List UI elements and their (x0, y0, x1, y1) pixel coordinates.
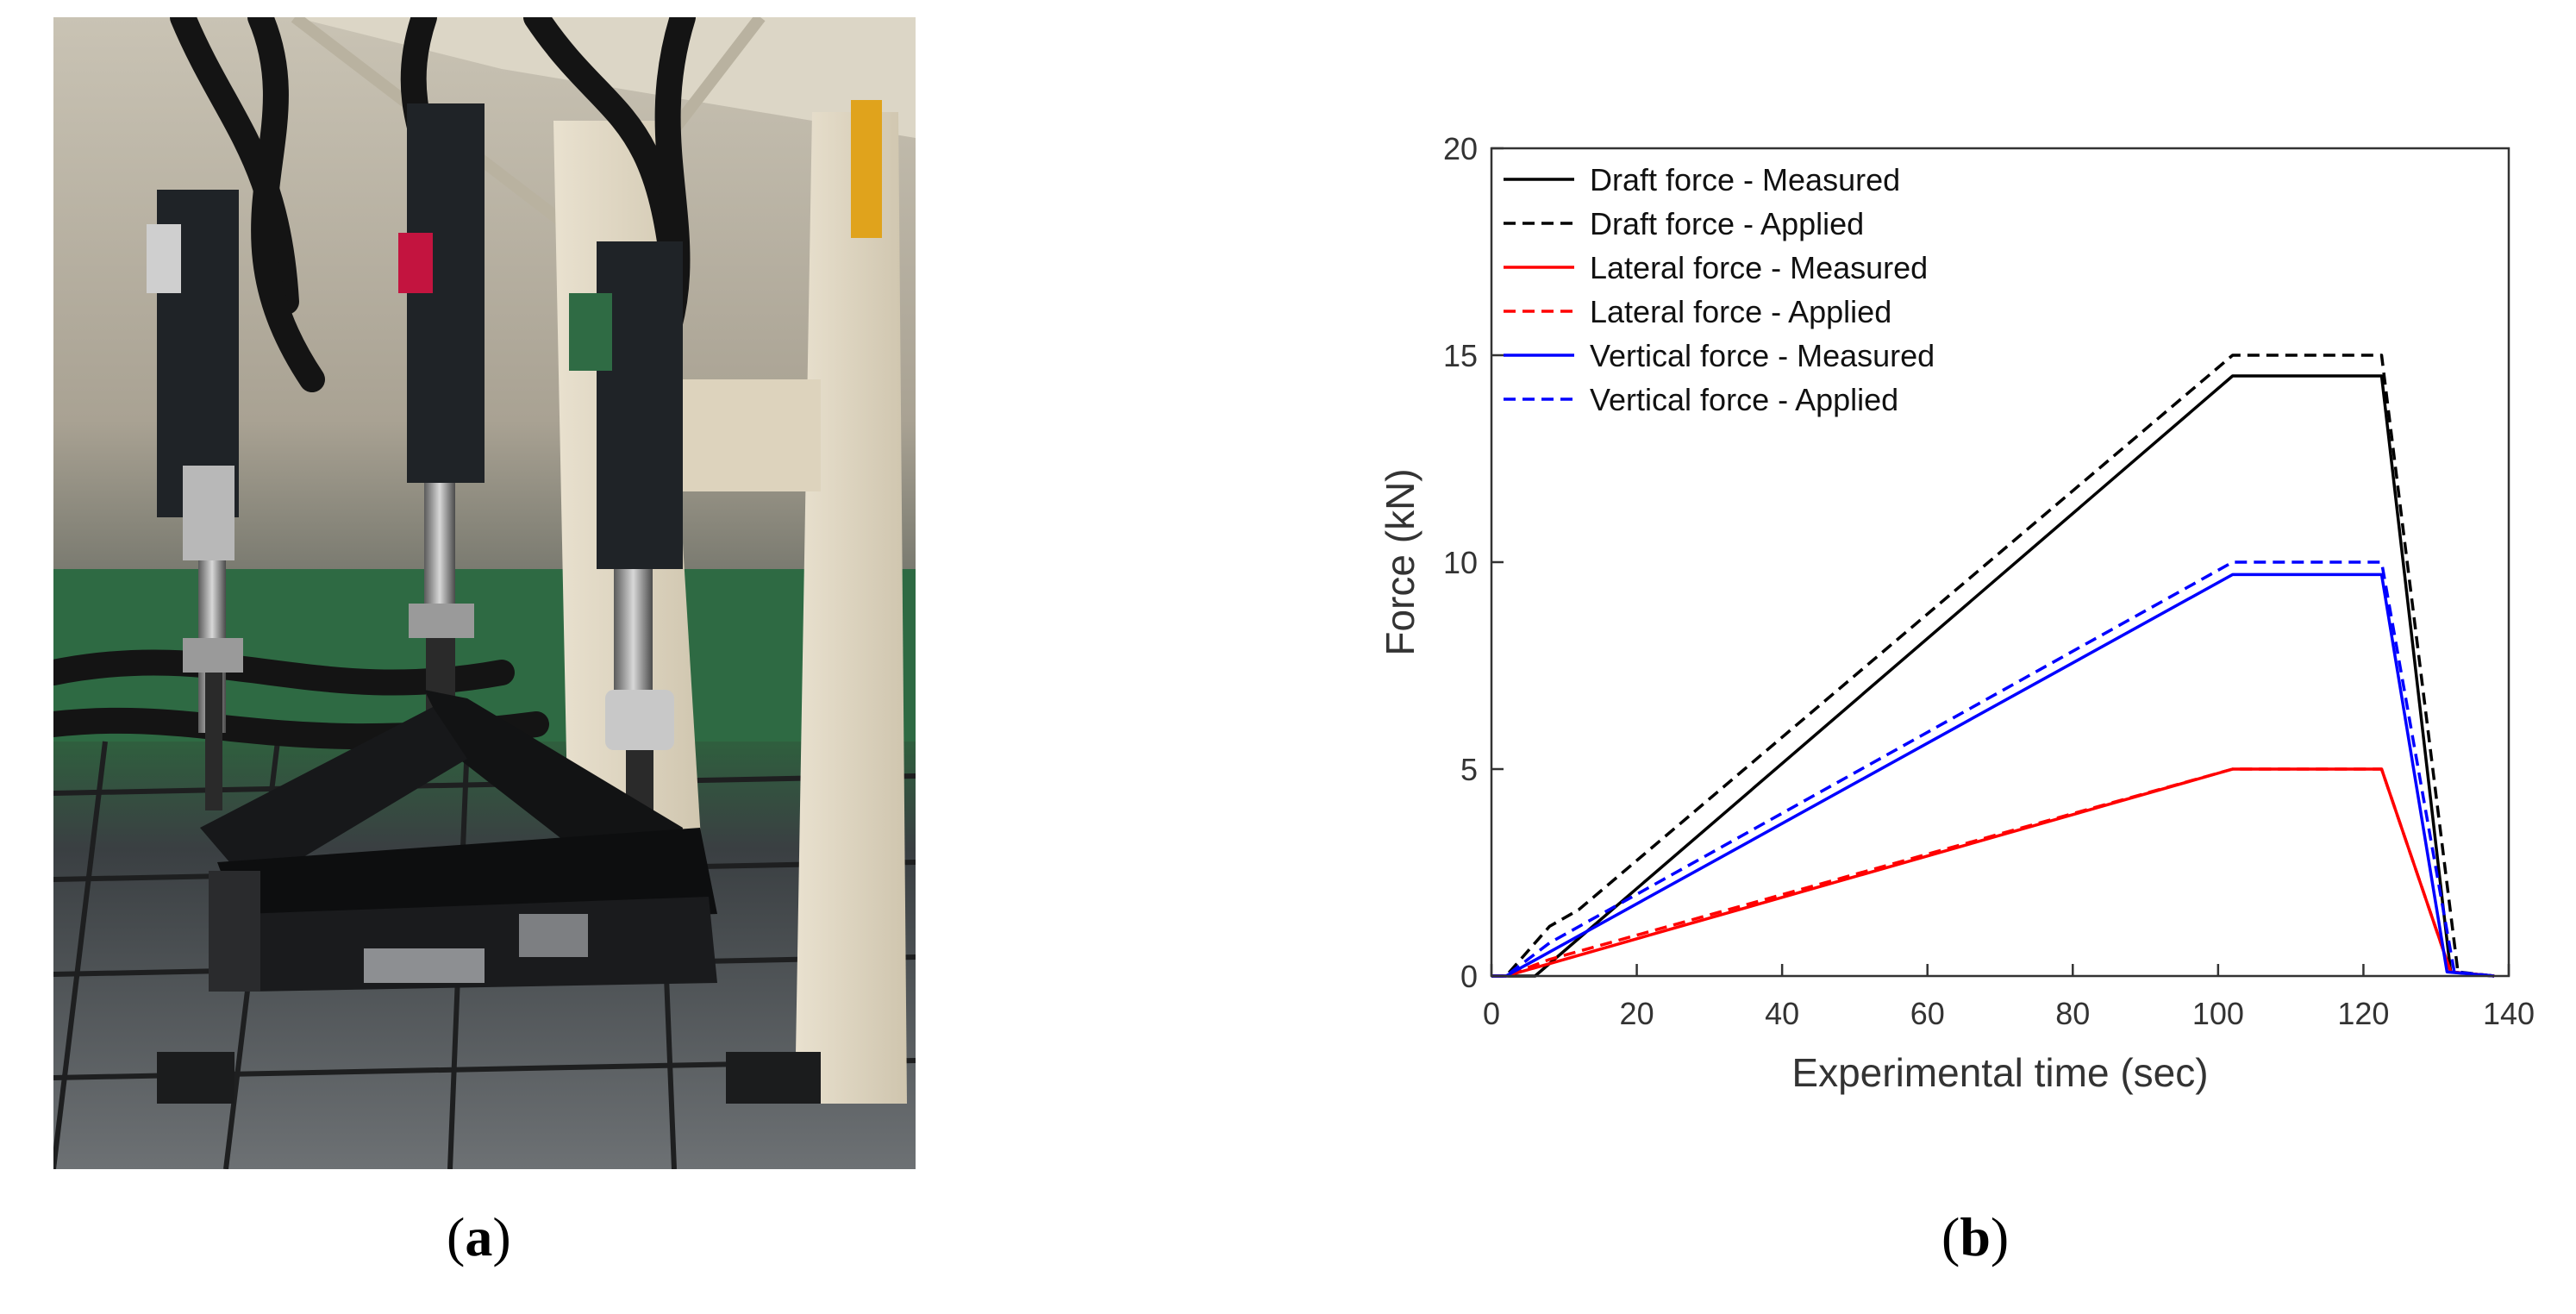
x-tick-label: 40 (1765, 996, 1799, 1031)
legend-label: Draft force - Measured (1590, 162, 1900, 197)
actuator-left (147, 190, 243, 810)
frame-crossbar (674, 379, 821, 491)
base-block-right (726, 1052, 821, 1104)
panel-label-b: b (1960, 1206, 1991, 1267)
test-rig-photo (53, 17, 916, 1169)
spirit-level (851, 100, 882, 238)
x-tick-label: 80 (2055, 996, 2090, 1031)
base-block-left (157, 1052, 234, 1104)
three-point-hitch-frame (200, 690, 717, 992)
series-lines (1491, 354, 2495, 978)
ceiling (295, 17, 916, 138)
y-tick-label: 0 (1460, 959, 1478, 994)
panel-label-a: a (465, 1206, 493, 1267)
x-tick-label: 60 (1910, 996, 1945, 1031)
x-tick-label: 100 (2192, 996, 2244, 1031)
series-line-5 (1491, 573, 2495, 978)
series-line-1 (1491, 374, 2495, 978)
y-tick-label: 20 (1443, 131, 1478, 166)
y-tick-label: 15 (1443, 338, 1478, 373)
panel-caption-b: (b) (1941, 1206, 2010, 1267)
series-line-4 (1491, 767, 2495, 978)
x-tick-label: 120 (2337, 996, 2389, 1031)
legend: Draft force - Measured Draft force - Appl… (1504, 162, 1935, 417)
panel-caption-a: (a) (447, 1206, 511, 1267)
series-line-3 (1491, 767, 2495, 978)
legend-label: Lateral force - Measured (1590, 250, 1928, 285)
x-axis-ticks: 0 20 40 60 80 100 120 140 (1483, 964, 2535, 1031)
actuator-right (569, 241, 683, 836)
legend-label: Lateral force - Applied (1590, 294, 1891, 329)
x-tick-label: 0 (1483, 996, 1500, 1031)
force-chart: 0 20 40 60 80 100 120 140 0 5 10 15 20 Experimental… (1328, 103, 2569, 1138)
x-axis-label: Experimental time (sec) (1791, 1050, 2208, 1095)
y-axis-label: Force (kN) (1378, 468, 1422, 655)
test-rig-illustration (53, 17, 916, 1169)
x-tick-label: 20 (1620, 996, 1654, 1031)
legend-label: Vertical force - Applied (1590, 382, 1898, 417)
series-line-2 (1491, 354, 2495, 978)
x-tick-label: 140 (2483, 996, 2535, 1031)
y-tick-label: 5 (1460, 752, 1478, 787)
frame-pillar-right (795, 112, 907, 1104)
force-chart-svg: 0 20 40 60 80 100 120 140 0 5 10 15 20 Experimental… (1378, 131, 2535, 1095)
legend-label: Draft force - Applied (1590, 206, 1864, 241)
legend-label: Vertical force - Measured (1590, 338, 1935, 373)
y-axis-ticks: 0 5 10 15 20 (1443, 131, 1504, 994)
y-tick-label: 10 (1443, 545, 1478, 580)
actuator-center (398, 103, 485, 724)
